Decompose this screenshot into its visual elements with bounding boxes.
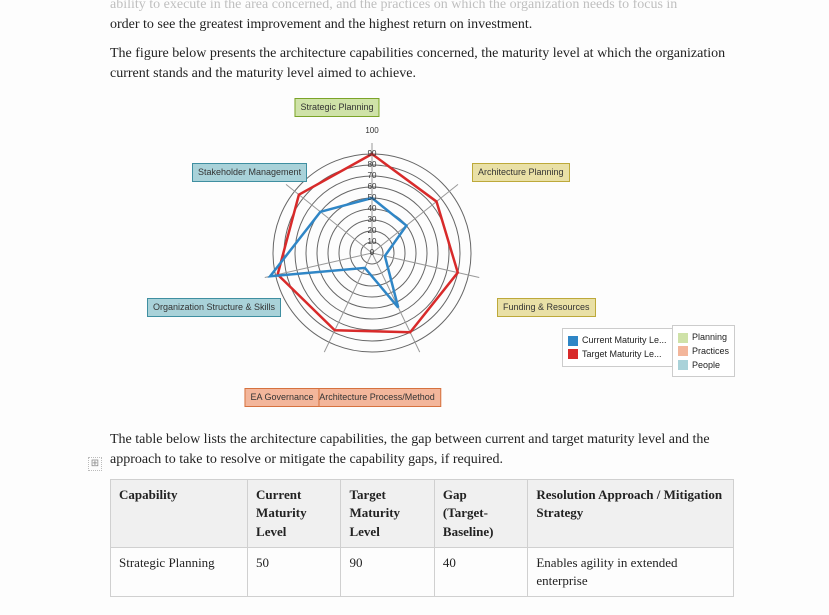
col-resolution: Resolution Approach / Mitigation Strateg… [528,480,734,548]
col-capability: Capability [111,480,248,548]
cell-gap: 40 [434,547,527,596]
radar-axis-label: Architecture Process/Method [313,388,441,407]
radar-outer-label: 100 [365,125,378,136]
radar-axis-label: Organization Structure & Skills [147,298,281,317]
radar-axis-label: Strategic Planning [294,98,379,117]
radar-tick-label: 80 [368,159,377,170]
cell-capability: Strategic Planning [111,547,248,596]
col-current: Current Maturity Level [248,480,341,548]
radar-axis-label: EA Governance [244,388,319,407]
radar-legend-series: Current Maturity Le...Target Maturity Le… [562,328,673,366]
radar-tick-label: 90 [368,148,377,159]
radar-tick-label: 40 [368,203,377,214]
radar-legend-categories: PlanningPracticesPeople [672,325,735,377]
col-gap-title: Gap [443,486,519,504]
table-row: Strategic Planning 50 90 40 Enables agil… [111,547,734,596]
table-header-row: Capability Current Maturity Level Target… [111,480,734,548]
radar-axis-label: Stakeholder Management [192,163,307,182]
cell-resolution: Enables agility in extended enterprise [528,547,734,596]
radar-tick-label: 70 [368,170,377,181]
cell-current: 50 [248,547,341,596]
col-target: Target Maturity Level [341,480,434,548]
radar-tick-label: 0 [370,247,374,258]
paragraph-figure-intro: The figure below presents the architectu… [110,44,734,83]
paragraph-table-intro: The table below lists the architecture c… [110,430,734,469]
radar-tick-label: 10 [368,236,377,247]
col-gap: Gap (Target-Baseline) [434,480,527,548]
radar-tick-label: 60 [368,181,377,192]
radar-axis-label: Architecture Planning [472,163,570,182]
radar-tick-label: 50 [368,192,377,203]
paragraph-top-continued: order to see the greatest improvement an… [110,15,734,35]
cell-target: 90 [341,547,434,596]
radar-axis-label: Funding & Resources [497,298,596,317]
radar-tick-label: 20 [368,225,377,236]
col-gap-subtitle: (Target-Baseline) [443,504,519,540]
paragraph-faded-top: ability to execute in the area concerned… [110,0,734,15]
maturity-table: Capability Current Maturity Level Target… [110,479,734,597]
radar-tick-label: 30 [368,214,377,225]
radar-chart-figure: 0102030405060708090 100 Strategic Planning… [110,93,734,410]
table-anchor-icon: ⊞ [88,457,102,471]
